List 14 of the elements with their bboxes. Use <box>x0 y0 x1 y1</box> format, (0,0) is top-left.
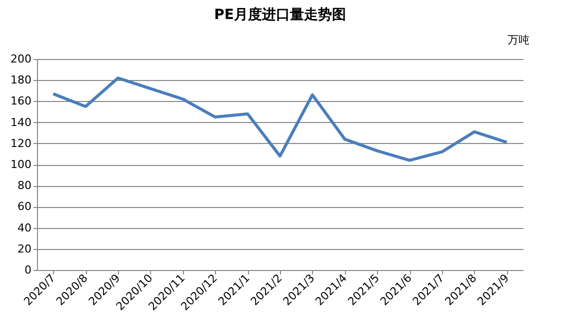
y-tick-label: 200 <box>10 52 32 66</box>
y-tick-label: 60 <box>18 200 32 214</box>
y-tick-label: 140 <box>10 116 32 129</box>
line-series <box>52 76 508 162</box>
y-tick-label: 180 <box>10 74 32 87</box>
y-tick-label: 80 <box>18 179 32 192</box>
chart-title: PE月度进口量走势图 <box>214 6 346 23</box>
y-tick-label: 120 <box>10 136 32 150</box>
y-tick-label: 40 <box>18 221 32 234</box>
y-tick-label: 160 <box>10 94 32 108</box>
y-tick-label: 20 <box>18 242 32 256</box>
y-tick-label: 100 <box>10 158 32 171</box>
y-tick-label: 0 <box>24 264 32 276</box>
y-axis-title: 万吨 <box>508 34 530 46</box>
